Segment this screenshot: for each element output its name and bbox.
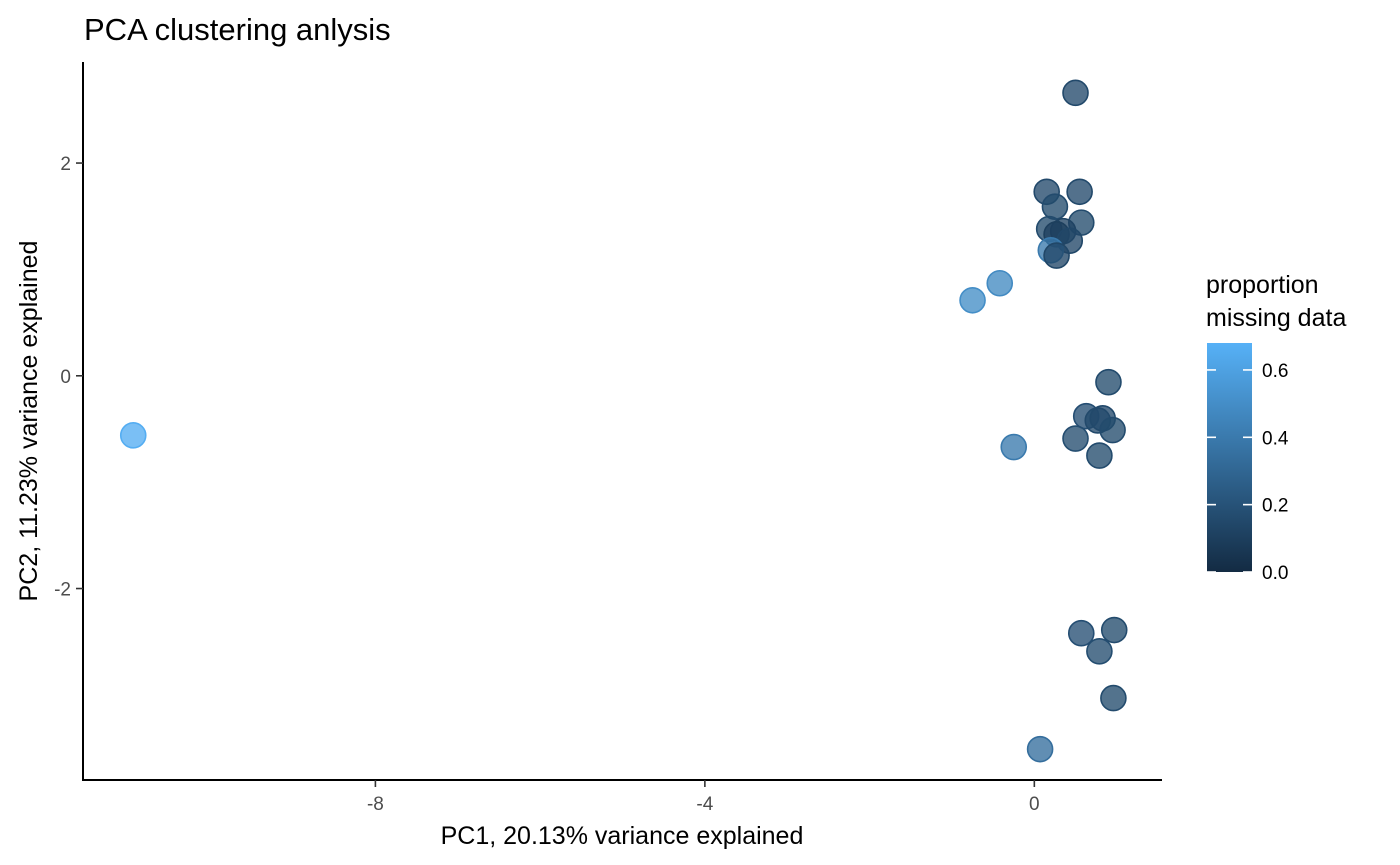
y-tick-label-1: 0 [60,367,71,388]
scatter-points [119,79,1128,763]
scatter-point-0 [119,422,147,449]
y-tick-label-0: 2 [60,154,71,175]
colorbar-ticks: 0.0 0.2 0.4 0.6 [1207,361,1289,584]
x-tick-label-1: -4 [696,794,713,815]
scatter-point-19 [1062,425,1089,452]
scatter-point-12 [986,269,1014,297]
color-legend: proportion missing data 0.0 0.2 0.4 0.6 [1206,271,1346,584]
x-tick-label-2: 0 [1029,794,1040,815]
scatter-point-4 [1041,193,1069,220]
colorbar-label-1: 0.2 [1262,496,1288,517]
scatter-point-22 [1067,619,1095,647]
colorbar-label-0: 0.0 [1262,563,1288,584]
scatter-point-1 [1062,79,1089,107]
y-axis-ticks: 2 0 -2 [54,154,83,601]
scatter-point-13 [959,286,986,314]
scatter-point-18 [1099,416,1126,444]
scatter-point-14 [1095,368,1122,396]
scatter-point-21 [1086,442,1113,469]
chart-title: PCA clustering anlysis [84,12,391,47]
scatter-point-11 [1043,242,1070,269]
scatter-point-23 [1100,616,1128,644]
colorbar-label-2: 0.4 [1262,428,1289,449]
y-tick-label-2: -2 [54,580,71,601]
scatter-point-25 [1100,684,1127,712]
x-axis-title: PC1, 20.13% variance explained [441,822,804,850]
scatter-point-26 [1026,735,1054,763]
x-tick-label-0: -8 [367,794,384,815]
scatter-point-3 [1066,178,1093,206]
colorbar [1207,343,1252,572]
scatter-point-20 [1000,433,1028,461]
scatter-point-24 [1086,637,1113,665]
x-axis-ticks: -8 -4 0 [367,780,1040,815]
y-axis-title: PC2, 11.23% variance explained [15,241,43,602]
legend-title-line-2: missing data [1206,304,1346,332]
legend-title-line-1: proportion [1206,271,1319,299]
colorbar-label-3: 0.6 [1262,361,1288,382]
